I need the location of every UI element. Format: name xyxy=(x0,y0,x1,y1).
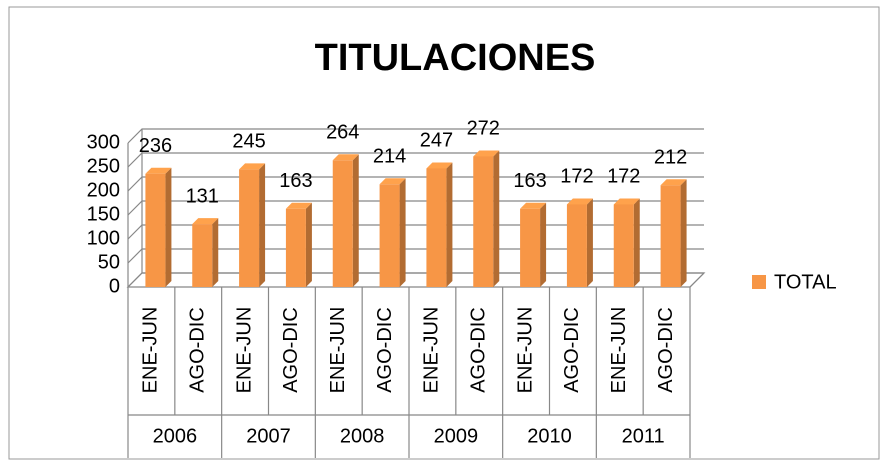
bar xyxy=(332,160,353,287)
x-tick-label: AGO-DIC xyxy=(561,307,583,393)
bar-top xyxy=(285,202,312,209)
legend-label: TOTAL xyxy=(774,271,837,293)
bar-top xyxy=(192,218,219,225)
bar-top xyxy=(379,178,406,185)
data-label: 212 xyxy=(654,147,687,169)
y-tick-label: 100 xyxy=(87,227,120,249)
bar-side xyxy=(680,179,687,287)
group-label: 2006 xyxy=(153,425,198,447)
bar xyxy=(520,208,541,287)
group-label: 2008 xyxy=(340,425,385,447)
data-label: 264 xyxy=(326,122,359,144)
bar-top xyxy=(332,154,359,161)
data-label: 163 xyxy=(513,170,546,192)
bar-top xyxy=(145,167,172,174)
bar xyxy=(239,169,260,287)
bar xyxy=(473,156,494,287)
data-label: 272 xyxy=(467,118,500,140)
bar-side xyxy=(305,202,312,287)
bar xyxy=(145,173,166,287)
bar-side xyxy=(586,198,593,287)
x-tick-label: ENE-JUN xyxy=(327,307,349,394)
x-tick-label: AGO-DIC xyxy=(187,307,209,393)
bar-top xyxy=(473,150,500,157)
bar-side xyxy=(352,154,359,287)
data-label: 163 xyxy=(279,170,312,192)
bar-top xyxy=(520,202,547,209)
chart-title: TITULACIONES xyxy=(315,37,596,79)
group-label: 2007 xyxy=(246,425,291,447)
x-tick-label: AGO-DIC xyxy=(655,307,677,393)
group-label: 2010 xyxy=(527,425,572,447)
x-tick-label: AGO-DIC xyxy=(280,307,302,393)
group-label: 2009 xyxy=(434,425,479,447)
y-tick-label: 50 xyxy=(98,251,120,273)
bar-side xyxy=(212,218,219,287)
bar-side xyxy=(259,163,266,287)
data-label: 172 xyxy=(607,166,640,188)
bar xyxy=(566,204,587,287)
side-wall xyxy=(689,272,705,288)
bar xyxy=(613,204,634,287)
bar xyxy=(379,184,400,287)
x-tick-label: ENE-JUN xyxy=(608,307,630,394)
legend-swatch xyxy=(752,275,766,289)
group-label: 2011 xyxy=(622,425,665,447)
x-tick-label: ENE-JUN xyxy=(514,307,536,394)
x-tick-label: ENE-JUN xyxy=(233,307,255,394)
bar-side xyxy=(446,162,453,287)
y-tick-label: 200 xyxy=(87,179,120,201)
x-tick-label: ENE-JUN xyxy=(421,307,443,394)
y-tick-label: 300 xyxy=(87,131,120,153)
data-label: 236 xyxy=(139,135,172,157)
x-tick-label: AGO-DIC xyxy=(468,307,490,393)
bar-top xyxy=(566,198,593,205)
bar-side xyxy=(165,167,172,287)
bar-top xyxy=(660,179,687,186)
bar xyxy=(426,168,447,287)
bar xyxy=(660,185,681,287)
y-tick-label: 150 xyxy=(87,203,120,225)
y-tick-label: 0 xyxy=(109,275,120,297)
x-tick-label: AGO-DIC xyxy=(374,307,396,393)
bar-top xyxy=(239,163,266,170)
bar xyxy=(192,224,213,287)
bar-side xyxy=(633,198,640,287)
data-label: 131 xyxy=(186,185,219,207)
y-tick-label: 250 xyxy=(87,155,120,177)
bar-side xyxy=(493,150,500,287)
x-tick-label: ENE-JUN xyxy=(140,307,162,394)
bar-side xyxy=(540,202,547,287)
data-label: 247 xyxy=(420,130,453,152)
bar xyxy=(285,208,306,287)
bar-top xyxy=(426,162,453,169)
data-label: 214 xyxy=(373,146,406,168)
bar-top xyxy=(613,198,640,205)
bar-side xyxy=(399,178,406,287)
data-label: 245 xyxy=(232,131,265,153)
data-label: 172 xyxy=(560,166,593,188)
